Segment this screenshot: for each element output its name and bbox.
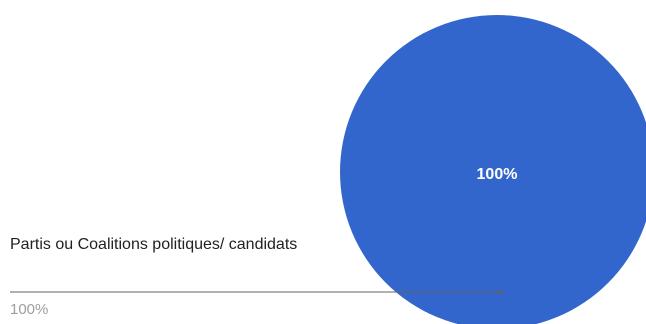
pie-slice-0	[340, 15, 646, 324]
callout-leader-dot	[498, 290, 502, 294]
slices-layer	[340, 15, 646, 324]
slice-percent-label: 100%	[477, 166, 518, 183]
slice-legend-label: Partis ou Coalitions politiques/ candida…	[10, 236, 298, 253]
slice-legend-value: 100%	[10, 301, 49, 318]
